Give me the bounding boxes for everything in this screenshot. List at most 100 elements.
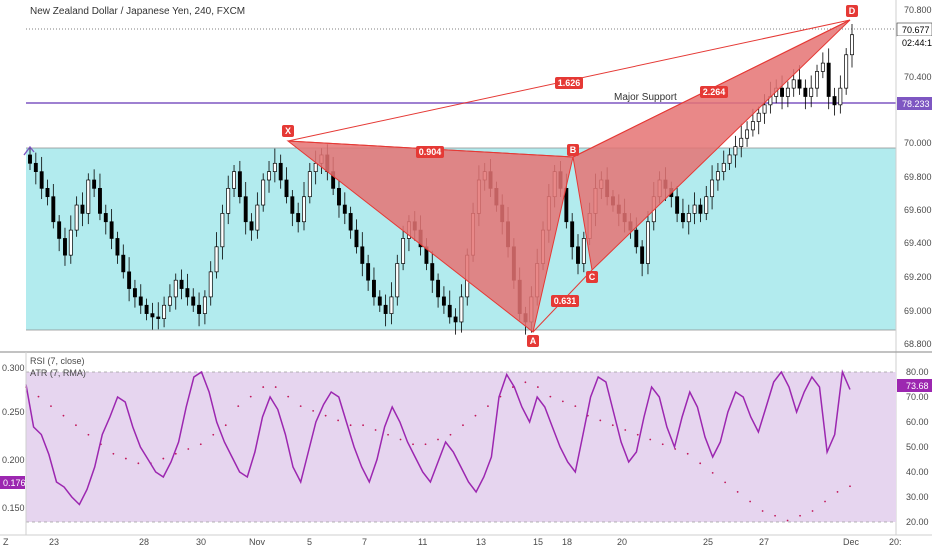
point-c-marker[interactable]: C [586,271,598,283]
time-label: 15 [533,537,543,547]
candle-body [191,296,196,306]
ratio-bd-text: 2.264 [703,87,726,97]
atr-value-text: 0.176 [3,478,26,488]
rsi-value-text: 73.68 [906,381,929,391]
price-tick: 70.400 [904,72,932,82]
point-a-marker[interactable]: A [527,335,539,347]
candle-body [564,188,569,223]
atr-point [524,381,527,384]
candle-body [634,229,639,248]
point-d-marker[interactable]: D [846,5,858,17]
time-label: 23 [49,537,59,547]
candle-body [581,238,586,264]
timezone-button[interactable]: Z [3,537,9,547]
candle-body [850,34,854,56]
atr-point [599,419,602,422]
candle-body [750,121,755,131]
time-label: 30 [196,537,206,547]
candle-body [686,213,691,223]
candle-body [692,204,697,214]
candle-body [395,263,400,298]
atr-point [624,429,627,431]
rsi-tick: 30.00 [906,492,929,502]
candle-body [762,104,767,114]
candle-body [832,96,837,106]
time-label: Dec [843,537,860,547]
candle-body [739,137,744,147]
candle-body [103,213,108,223]
candle-body [377,296,382,306]
candle-body [150,313,155,318]
candle-body [272,162,277,173]
candle-body [820,62,825,72]
price-tick: 69.200 [904,272,932,282]
price-tick: 69.400 [904,238,932,248]
atr-point [50,405,52,408]
symbol-title[interactable]: New Zealand Dollar / Japanese Yen, 240, … [30,6,245,17]
rsi-legend[interactable]: RSI (7, close) [30,356,85,366]
time-label: 25 [703,537,713,547]
rsi-line [25,369,851,506]
ratio-tag-bd: 2.264 [700,86,728,98]
candle-body [208,271,213,298]
atr-point [124,457,127,460]
candle-body [57,221,62,239]
candle-body [45,188,50,198]
atr-tick: 0.250 [2,407,25,417]
atr-point [262,386,265,388]
time-axis[interactable]: Z 23 28 30 Nov 5 7 11 13 15 18 20 25 27 … [3,537,902,547]
candle-body [220,213,225,248]
atr-point [636,433,639,436]
atr-point [75,424,77,427]
rsi-tick: 20.00 [906,517,929,527]
atr-point [249,395,252,398]
atr-point [299,405,302,408]
price-tick: 70.000 [904,138,932,148]
rsi-tick: 80.00 [906,367,929,377]
atr-point [62,414,65,417]
major-support-label: Major Support [614,92,677,103]
candle-body [680,213,685,223]
atr-point [137,462,140,465]
atr-point [649,438,652,441]
time-label: 13 [476,537,486,547]
atr-point [374,429,377,431]
point-x-marker[interactable]: X [282,125,294,137]
candle-body [39,171,44,189]
atr-point [711,471,714,474]
candle-body [430,263,435,281]
candle-body [28,154,32,164]
atr-point [487,405,489,408]
atr-point [811,510,814,512]
atr-point [824,500,826,503]
atr-point [749,500,752,503]
time-label: Nov [249,537,266,547]
atr-point [437,438,439,441]
point-c-label: C [589,272,596,282]
candle-body [179,279,184,289]
candle-body [704,196,709,214]
candle-body [278,162,283,181]
point-d-label: D [849,6,856,16]
atr-point [462,424,464,427]
countdown-text: 02:44:13 [902,38,932,48]
price-scale-bg[interactable] [896,0,932,352]
candle-body [342,204,347,214]
atr-point [424,443,427,446]
point-b-marker[interactable]: B [567,144,579,156]
price-tick: 69.800 [904,172,932,182]
candle-body [92,179,97,189]
point-b-label: B [570,145,577,155]
rsi-value-tag: 73.68 [897,379,932,392]
atr-legend[interactable]: ATR (7, RMA) [30,368,86,378]
atr-point [187,448,190,450]
candle-body [80,204,85,214]
candle-body [756,112,761,122]
atr-point [536,386,539,388]
candle-body [237,171,242,198]
candle-body [646,221,650,264]
harmonic-pattern[interactable]: X A B C D 0.904 1.626 2.264 [282,5,858,347]
candle-body [51,196,56,223]
